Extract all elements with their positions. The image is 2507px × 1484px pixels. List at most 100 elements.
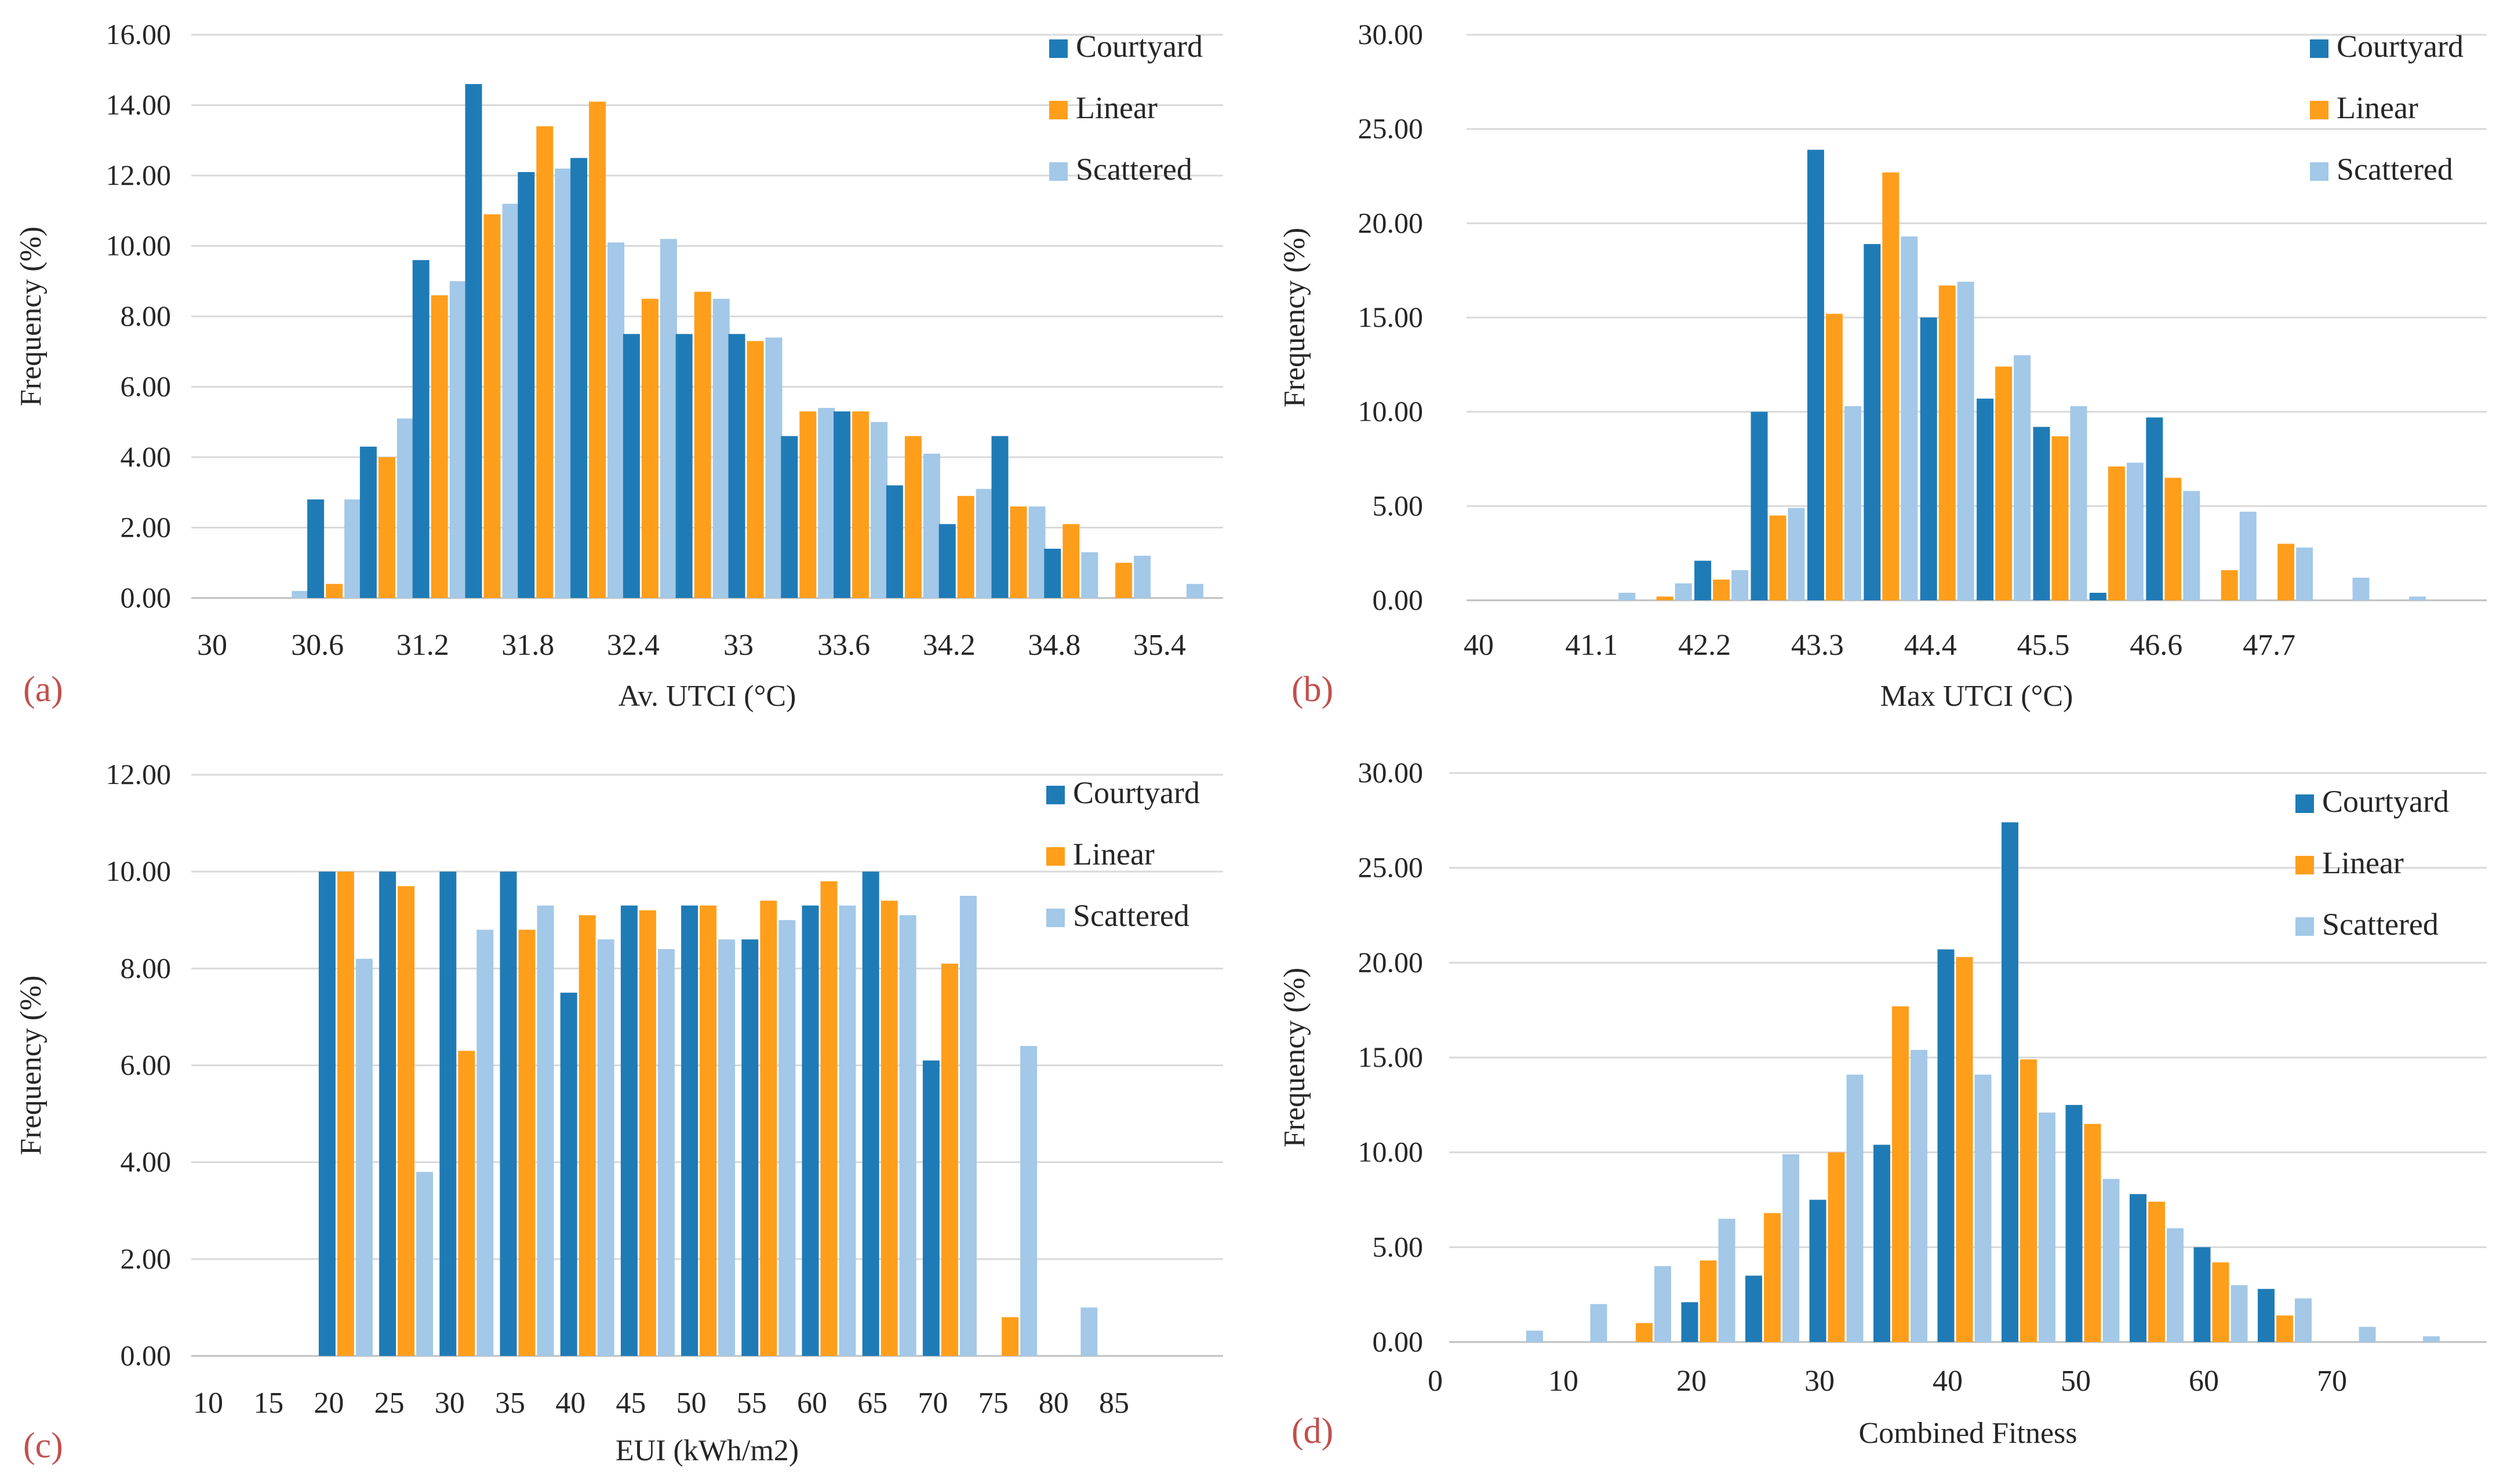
bar-courtyard-33.3 [781,436,798,598]
x-tick-label: 34.8 [1028,629,1080,662]
bar-courtyard-34.8 [1044,548,1061,598]
x-tick-label: 44.4 [1904,629,1957,662]
bar-scattered-25 [416,1172,434,1356]
y-tick-label: 5.00 [1373,489,1424,522]
bar-courtyard-44.95 [1977,398,1994,600]
y-tick-label: 10.00 [1358,395,1424,428]
x-axis-title: EUI (kWh/m2) [616,1434,799,1467]
legend-swatch-scattered [1046,909,1065,927]
bar-scattered-30.6 [344,499,362,598]
bar-scattered-60 [2231,1285,2248,1342]
bar-courtyard-35 [1873,1144,1890,1342]
y-tick-label: 0.00 [1373,1325,1424,1358]
bar-scattered-60 [839,905,856,1356]
bar-linear-40 [578,915,596,1356]
y-tick-label: 0.00 [121,1339,172,1372]
bar-scattered-47.15 [2239,512,2257,600]
bar-courtyard-30 [439,872,457,1356]
x-tick-label: 33.6 [817,629,870,662]
bar-scattered-46.05 [2126,462,2144,600]
y-tick-label: 30.00 [1358,756,1424,789]
bar-scattered-15 [1654,1266,1671,1342]
x-tick-label: 80 [1039,1387,1069,1420]
bar-scattered-70 [959,895,977,1356]
chart-panel-1: 0.00 2.00 4.00 6.00 8.00 10.00 12.00 14.00 16.00… [14,18,1223,713]
panel-label: (b) [1291,670,1333,709]
bar-scattered-40 [597,939,614,1356]
bar-linear-44.95 [1995,366,2013,600]
bar-linear-45.5 [2051,436,2069,600]
x-tick-label: 0 [1428,1365,1443,1398]
bar-scattered-35 [1911,1049,1927,1342]
bar-linear-30.6 [326,584,343,598]
legend-swatch-courtyard [1049,39,1068,58]
bar-scattered-35.4 [1186,584,1203,598]
bar-linear-32.1 [589,101,606,599]
legend-label-scattered: Scattered [2322,907,2439,942]
bar-linear-50 [2084,1124,2101,1342]
bar-linear-32.7 [694,291,711,599]
bar-courtyard-30.6 [307,499,325,598]
y-tick-label: 0.00 [1373,584,1424,616]
bar-linear-40 [1956,957,1973,1342]
bar-linear-75 [1002,1317,1019,1356]
x-tick-label: 10 [1548,1365,1578,1398]
bar-linear-46.6 [2164,477,2182,600]
legend-label-scattered: Scattered [1076,152,1192,187]
bar-courtyard-46.05 [2089,592,2106,600]
bar-scattered-31.2 [449,281,467,598]
bar-scattered-42.2 [1731,570,1749,600]
bar-courtyard-20 [1681,1302,1698,1342]
bar-scattered-31.5 [502,203,519,599]
bar-scattered-55 [778,920,796,1356]
x-tick-label: 30.6 [291,629,344,662]
bar-courtyard-65 [2258,1289,2275,1342]
bar-linear-31.8 [536,126,554,598]
bar-linear-33.3 [799,411,817,598]
bar-courtyard-43.3 [1807,150,1824,600]
bar-courtyard-34.2 [938,524,956,598]
bar-courtyard-42.75 [1751,411,1768,600]
bar-courtyard-25 [1745,1275,1762,1342]
x-tick-label: 33 [723,629,754,662]
bar-scattered-30 [476,929,494,1356]
x-tick-label: 31.8 [501,629,554,662]
bar-scattered-34.8 [1081,552,1098,598]
legend-swatch-linear [2295,856,2314,874]
bar-courtyard-32.1 [570,158,588,598]
legend-swatch-linear [2310,101,2328,119]
y-tick-label: 20.00 [1358,946,1424,978]
bar-linear-70 [941,963,958,1356]
x-tick-label: 30 [435,1387,465,1420]
bar-scattered-35 [537,905,554,1356]
bar-linear-15 [1636,1323,1653,1342]
bar-courtyard-50 [2065,1104,2083,1342]
bar-linear-25 [1764,1213,1781,1342]
bar-scattered-34.2 [976,488,993,598]
bar-courtyard-55 [2130,1194,2146,1342]
bar-linear-55 [760,900,777,1356]
bar-scattered-48.8 [2408,596,2426,600]
bar-linear-45 [639,910,656,1356]
bar-courtyard-33.9 [886,485,903,598]
bar-linear-35 [1892,1006,1909,1342]
x-tick-label: 30 [1804,1365,1835,1398]
bar-scattered-55 [2167,1228,2184,1342]
bar-linear-47.7 [2277,544,2295,600]
x-tick-label: 35 [495,1387,525,1420]
y-tick-label: 20.00 [1358,206,1424,239]
bar-scattered-33.9 [923,453,940,598]
x-tick-label: 30 [197,629,227,662]
bar-courtyard-40 [560,993,577,1356]
bar-linear-34.5 [1010,506,1027,598]
x-tick-label: 15 [253,1387,283,1420]
y-axis-title: Frequency (%) [14,975,48,1155]
bar-courtyard-40 [1937,949,1955,1342]
y-tick-label: 25.00 [1358,112,1424,145]
legend-swatch-courtyard [2295,794,2314,813]
bar-scattered-43.85 [1901,236,1918,600]
y-tick-label: 14.00 [106,89,172,121]
bar-linear-42.75 [1769,515,1786,600]
x-tick-label: 70 [2317,1365,2347,1398]
bar-courtyard-30 [1809,1199,1826,1342]
